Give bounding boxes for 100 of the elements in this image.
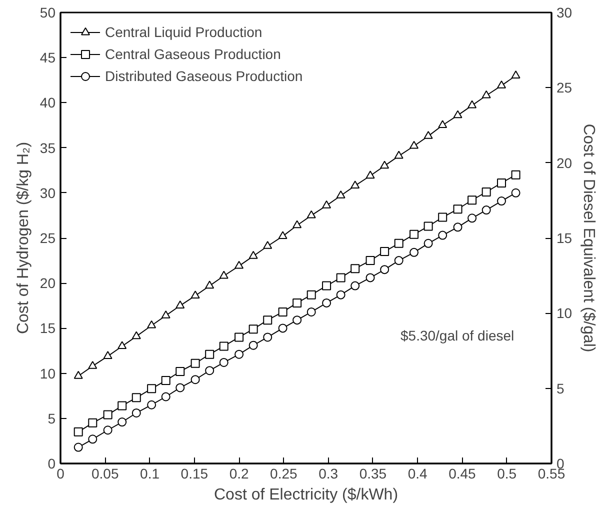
point bbox=[322, 281, 332, 290]
y-axis-title: Cost of Hydrogen ($/kg H₂) bbox=[14, 142, 32, 334]
point bbox=[453, 110, 462, 118]
point bbox=[190, 290, 200, 299]
point bbox=[88, 360, 98, 369]
y-tick-label: 15 bbox=[40, 320, 56, 336]
point bbox=[161, 310, 170, 318]
y2-axis-title: Cost of Diesel Equivalent ($/gal) bbox=[580, 124, 598, 352]
point bbox=[424, 222, 433, 231]
x-tick-label: 0.35 bbox=[359, 466, 387, 482]
point bbox=[350, 180, 360, 188]
point bbox=[219, 358, 228, 367]
point bbox=[118, 401, 127, 410]
y-tick-label: 5 bbox=[48, 410, 56, 426]
point bbox=[336, 190, 346, 198]
point bbox=[248, 250, 258, 259]
point bbox=[103, 410, 112, 420]
point bbox=[74, 442, 83, 452]
y-tick-label: 45 bbox=[40, 50, 56, 66]
point bbox=[248, 324, 258, 334]
legend-label: Central Gaseous Production bbox=[105, 46, 281, 62]
point bbox=[74, 427, 83, 436]
point bbox=[278, 307, 288, 316]
x-tick-label: 0.3 bbox=[318, 466, 338, 482]
point bbox=[380, 247, 390, 256]
point bbox=[263, 332, 272, 342]
point bbox=[453, 204, 462, 214]
point bbox=[511, 188, 520, 198]
point bbox=[176, 383, 185, 392]
point bbox=[234, 332, 244, 342]
x-axis-title: Cost of Electricity ($/kWh) bbox=[214, 486, 398, 504]
point bbox=[161, 376, 170, 386]
x-tick-label: 0.05 bbox=[92, 466, 119, 482]
point bbox=[497, 196, 506, 206]
point bbox=[103, 351, 112, 359]
point bbox=[410, 248, 419, 257]
point bbox=[147, 384, 156, 394]
y-tick-label: 50 bbox=[40, 4, 56, 20]
point bbox=[118, 341, 127, 350]
x-tick-label: 0.1 bbox=[140, 466, 160, 482]
point bbox=[88, 434, 98, 444]
point bbox=[205, 366, 214, 376]
point bbox=[147, 320, 156, 328]
y-tick-label: 20 bbox=[40, 275, 56, 292]
point bbox=[350, 264, 360, 274]
point bbox=[263, 316, 272, 325]
point bbox=[306, 210, 316, 218]
point bbox=[292, 316, 302, 325]
point bbox=[190, 375, 200, 384]
point bbox=[219, 270, 228, 279]
point bbox=[205, 350, 214, 359]
point bbox=[74, 370, 83, 379]
point bbox=[394, 238, 404, 248]
x-tick-label: 0.15 bbox=[180, 466, 208, 482]
point bbox=[132, 393, 141, 402]
y2-tick-label: 30 bbox=[556, 4, 572, 20]
point bbox=[306, 290, 316, 300]
y-tick-label: 0 bbox=[48, 456, 56, 472]
point bbox=[482, 206, 491, 215]
point bbox=[468, 214, 477, 223]
point bbox=[497, 80, 506, 88]
point bbox=[438, 230, 448, 240]
point bbox=[161, 392, 170, 402]
point bbox=[292, 220, 302, 228]
point bbox=[410, 230, 419, 239]
y2-tick-label: 25 bbox=[556, 80, 572, 96]
point bbox=[234, 350, 244, 359]
point bbox=[88, 418, 98, 428]
point bbox=[497, 178, 506, 188]
point bbox=[263, 241, 272, 249]
point bbox=[336, 290, 346, 300]
point bbox=[438, 120, 448, 128]
y2-tick-label: 15 bbox=[556, 230, 572, 246]
x-tick-label: 0.2 bbox=[229, 466, 249, 482]
point bbox=[292, 298, 302, 308]
point bbox=[366, 170, 375, 179]
point bbox=[511, 170, 520, 180]
legend-label: Central Liquid Production bbox=[105, 24, 262, 40]
point bbox=[248, 340, 258, 350]
point bbox=[234, 260, 244, 269]
x-tick-label: 0.5 bbox=[497, 466, 517, 482]
point bbox=[366, 273, 375, 282]
point bbox=[118, 418, 127, 426]
y-tick-label: 40 bbox=[40, 94, 56, 111]
point bbox=[366, 256, 375, 266]
point bbox=[336, 273, 346, 282]
point bbox=[410, 140, 419, 149]
x-tick-label: 0.45 bbox=[448, 466, 476, 482]
point bbox=[350, 281, 360, 290]
point bbox=[278, 324, 288, 333]
annotation: $5.30/gal of diesel bbox=[400, 328, 514, 344]
x-tick-label: 0.25 bbox=[270, 466, 298, 482]
y2-tick-label: 10 bbox=[556, 305, 572, 322]
y-tick-label: 10 bbox=[40, 365, 56, 382]
point bbox=[424, 238, 433, 248]
y2-tick-label: 20 bbox=[556, 154, 572, 171]
legend-label: Distributed Gaseous Production bbox=[105, 68, 303, 84]
point bbox=[322, 200, 332, 208]
point bbox=[306, 307, 316, 316]
point bbox=[380, 265, 390, 274]
